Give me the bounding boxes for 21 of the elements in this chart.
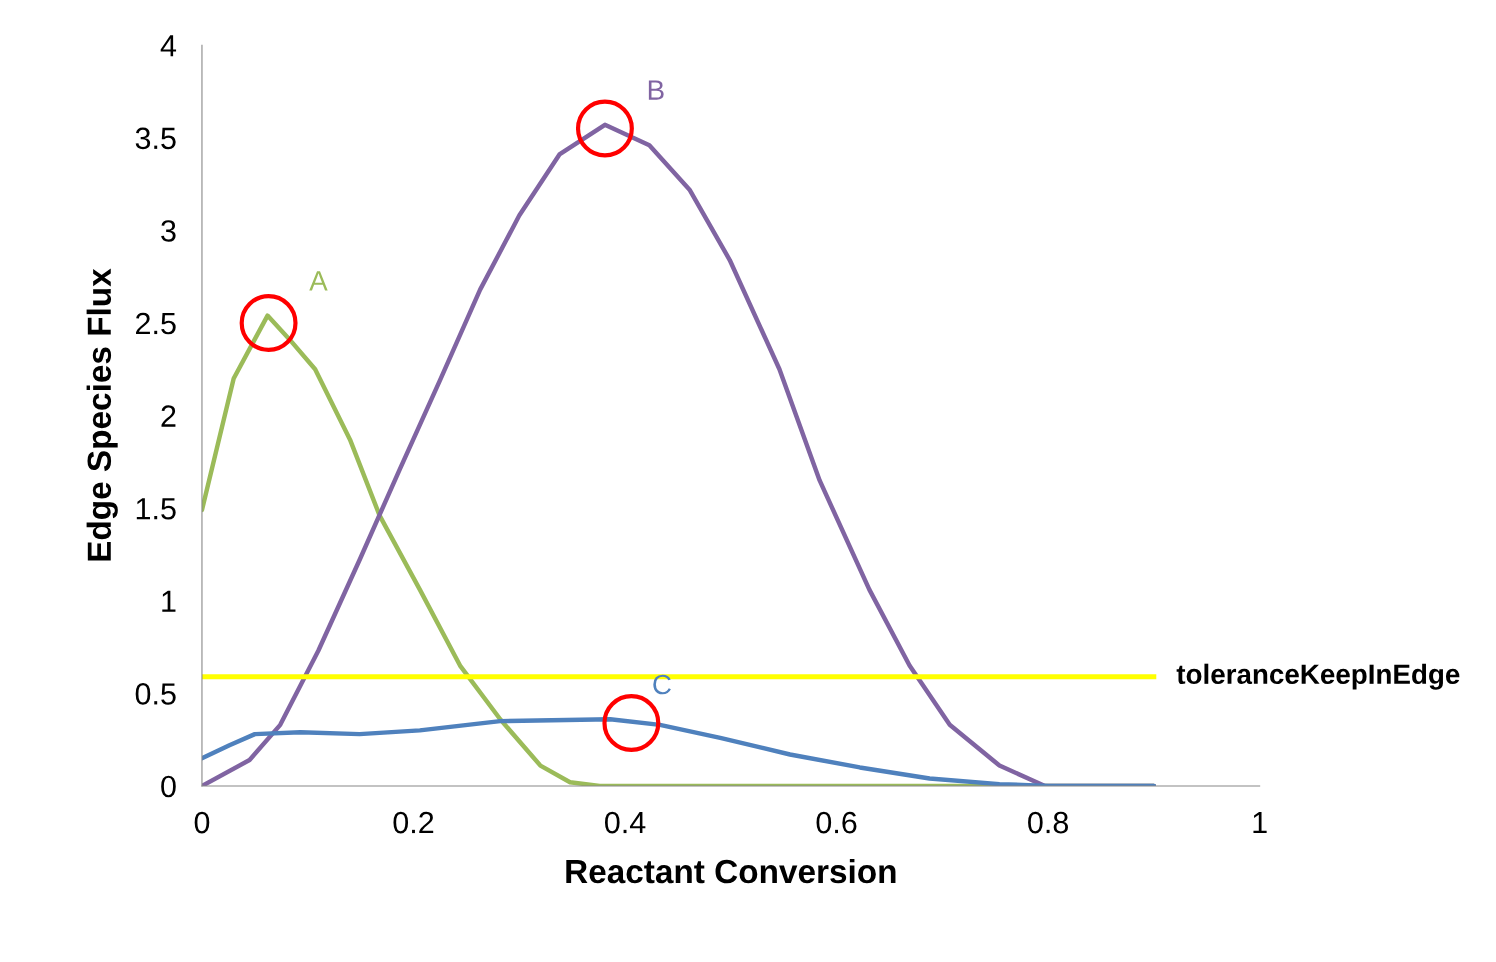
x-tick-label: 0.4 bbox=[604, 811, 646, 834]
x-tick-label: 0.6 bbox=[816, 811, 857, 834]
x-axis-title: Reactant Conversion bbox=[566, 858, 896, 884]
ref-line-label: toleranceKeepInEdge bbox=[1176, 663, 1460, 690]
x-tick-label: 0.8 bbox=[1028, 811, 1069, 834]
series-label: A bbox=[309, 271, 328, 291]
x-tick-label: 0 bbox=[194, 811, 210, 834]
y-tick-label: 1.5 bbox=[136, 498, 176, 520]
y-tick-label: 4 bbox=[160, 35, 177, 57]
series-label: C bbox=[653, 674, 671, 695]
x-tick-label: 0.2 bbox=[393, 811, 434, 834]
x-tick-label: 1 bbox=[1253, 812, 1267, 834]
y-tick-label: 2.5 bbox=[136, 312, 176, 335]
series-label: B bbox=[648, 80, 664, 100]
y-axis-title: Edge Species Flux bbox=[86, 268, 118, 561]
y-tick-label: 3.5 bbox=[135, 127, 176, 150]
y-tick-label: 2 bbox=[161, 405, 176, 427]
y-tick-label: 3 bbox=[161, 220, 176, 242]
y-tick-label: 0 bbox=[161, 775, 176, 798]
y-tick-label: 1 bbox=[162, 590, 176, 612]
y-tick-label: 0.5 bbox=[135, 683, 176, 705]
